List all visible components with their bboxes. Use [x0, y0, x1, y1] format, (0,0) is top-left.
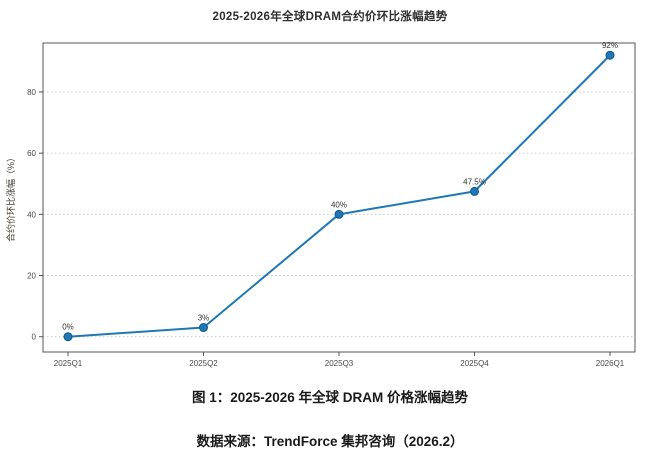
y-tick-label: 0 — [32, 333, 37, 342]
data-point — [605, 50, 615, 60]
y-tick-label: 80 — [27, 88, 36, 97]
data-point — [334, 209, 344, 219]
y-tick-label: 60 — [27, 149, 36, 158]
y-axis-label: 合约价环比涨幅（%） — [5, 153, 16, 242]
x-tick-label: 2025Q2 — [189, 359, 218, 368]
data-point — [199, 323, 208, 333]
y-tick-label: 40 — [27, 210, 36, 219]
y-tick-label: 20 — [27, 272, 36, 281]
data-point — [470, 186, 479, 196]
data-point-label: 47.5% — [463, 177, 486, 186]
data-line — [67, 54, 611, 338]
data-point — [63, 332, 73, 342]
plot-border — [42, 42, 636, 353]
x-tick-label: 2025Q3 — [325, 359, 354, 368]
data-source: 数据来源：TrendForce 集邦咨询（2026.2） — [196, 434, 464, 449]
data-point-label: 3% — [198, 314, 210, 323]
line-chart: 0 20 40 60 80 2025Q1 2025Q2 2025Q3 2025Q4 2026Q1 0… — [5, 41, 636, 368]
x-tick-label: 2025Q1 — [54, 359, 83, 368]
data-point-label: 40% — [331, 200, 347, 209]
data-point-label: 92% — [602, 41, 618, 50]
data-point-label: 0% — [62, 323, 74, 332]
figure-caption: 图 1：2025-2026 年全球 DRAM 价格涨幅趋势 — [191, 390, 469, 405]
chart-title: 2025-2026年全球DRAM合约价环比涨幅趋势 — [212, 11, 448, 23]
x-tick-label: 2026Q1 — [596, 359, 625, 368]
x-tick-label: 2025Q4 — [460, 359, 489, 368]
